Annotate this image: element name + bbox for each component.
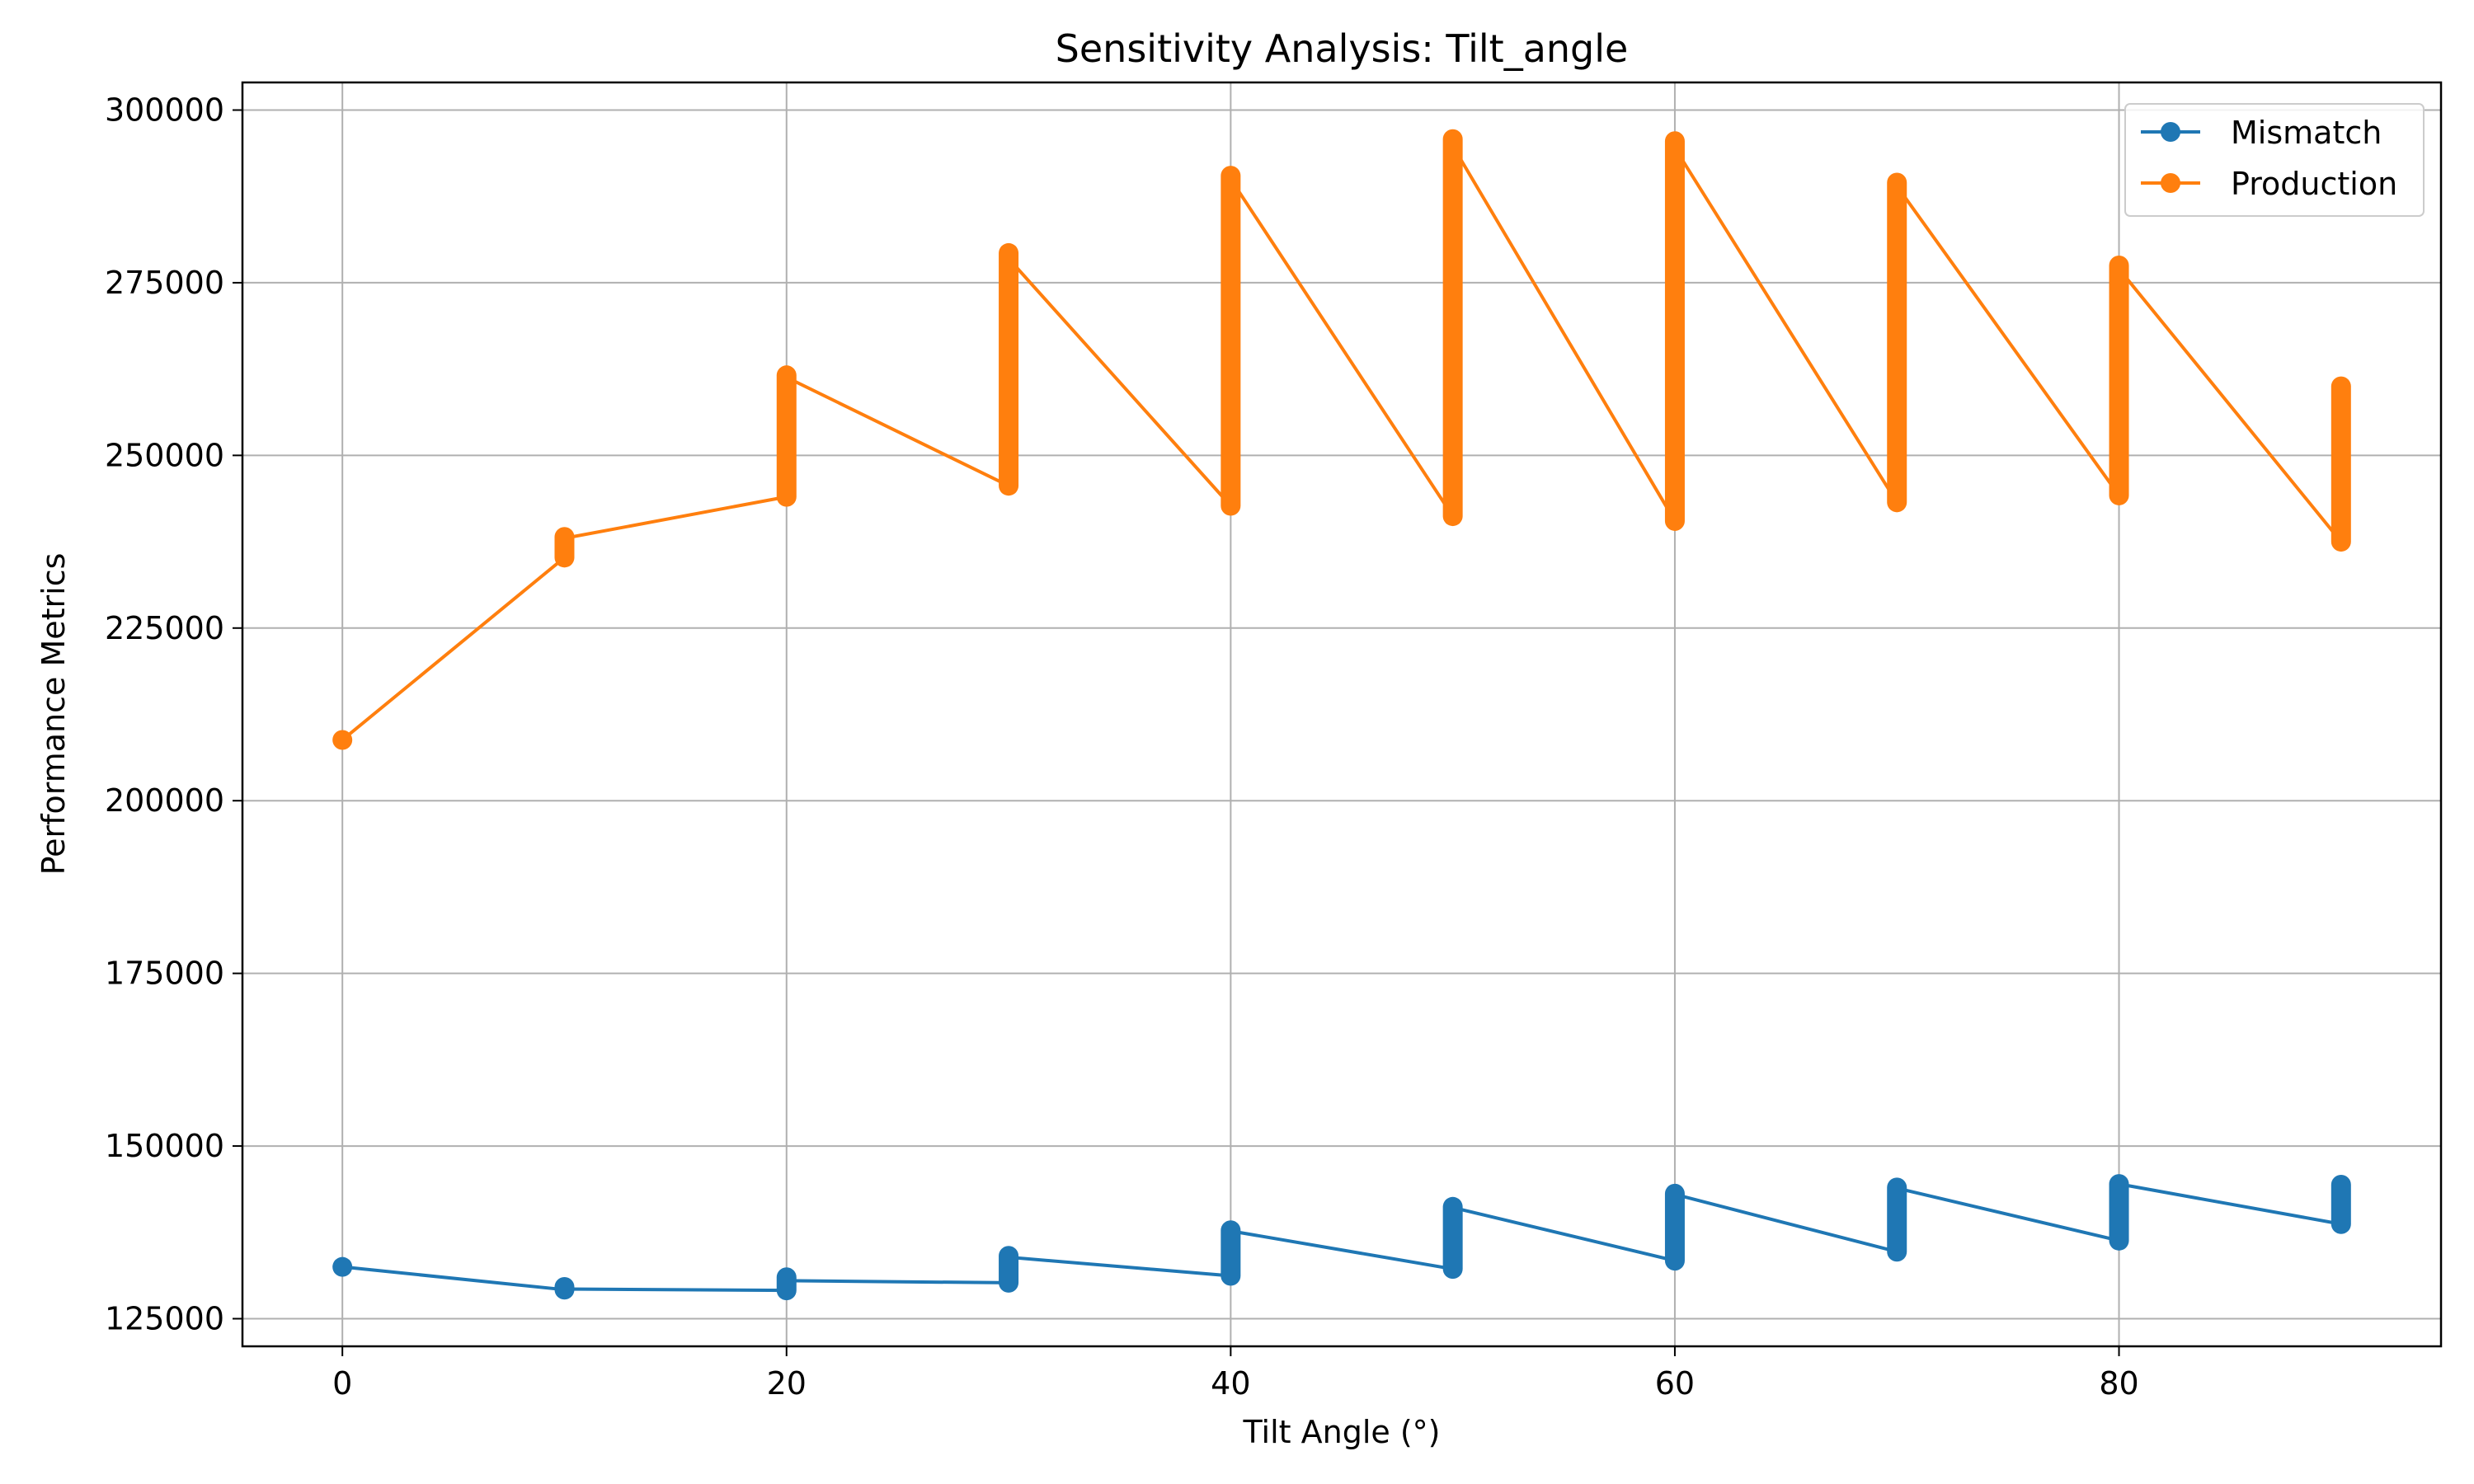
- series-mismatch: [332, 1174, 2351, 1301]
- data-point-mismatch: [2331, 1174, 2351, 1234]
- y-tick-label: 200000: [105, 782, 224, 819]
- data-point-mismatch: [999, 1246, 1019, 1293]
- y-tick-label: 175000: [105, 956, 224, 992]
- data-point-mismatch: [2109, 1174, 2129, 1251]
- data-point-mismatch: [1221, 1220, 1241, 1286]
- legend-label-production: Production: [2231, 166, 2397, 202]
- y-tick-label: 300000: [105, 92, 224, 129]
- data-point-mismatch: [332, 1256, 353, 1277]
- x-tick-label: 60: [1655, 1365, 1695, 1402]
- legend-label-mismatch: Mismatch: [2231, 115, 2382, 151]
- legend: Mismatch Production: [2124, 103, 2425, 217]
- data-point-production: [2331, 376, 2351, 552]
- plot-area-frame: [241, 81, 2443, 1348]
- y-tick-label: 225000: [105, 610, 224, 646]
- x-tick-label: 80: [2099, 1365, 2138, 1402]
- series-production: [332, 129, 2351, 750]
- x-tick-label: 20: [767, 1365, 807, 1402]
- data-point-production: [1221, 166, 1241, 516]
- x-axis-label: Tilt Angle (°): [1242, 1414, 1440, 1450]
- y-tick-label: 125000: [105, 1300, 224, 1336]
- data-point-mismatch: [1887, 1177, 1907, 1262]
- data-point-production: [1664, 131, 1685, 531]
- legend-marker-production: [2161, 173, 2180, 193]
- x-tick-label: 40: [1211, 1365, 1250, 1402]
- data-point-mismatch: [554, 1276, 575, 1300]
- data-point-production: [1442, 129, 1463, 527]
- data-point-production: [554, 527, 575, 568]
- legend-entry-production: Production: [2141, 166, 2397, 202]
- data-point-production: [776, 365, 797, 507]
- legend-entry-mismatch: Mismatch: [2141, 115, 2382, 151]
- data-layer: [332, 129, 2351, 1301]
- data-point-production: [1887, 172, 1907, 513]
- data-point-mismatch: [1442, 1196, 1463, 1280]
- data-point-mismatch: [776, 1267, 797, 1301]
- x-tick-label: 0: [332, 1365, 352, 1402]
- legend-marker-mismatch: [2161, 122, 2180, 142]
- chart-title: Sensitivity Analysis: Tilt_angle: [1056, 26, 1629, 71]
- y-tick-label: 250000: [105, 437, 224, 473]
- series-line-mismatch: [341, 1182, 2342, 1293]
- y-tick-label: 275000: [105, 265, 224, 301]
- data-point-production: [2109, 255, 2129, 505]
- data-point-mismatch: [1664, 1183, 1685, 1271]
- y-axis-label: Performance Metrics: [35, 553, 72, 876]
- tick-layer: 0 20 40 60 80 125000 150000 175000 200000 225000 2…: [105, 92, 2139, 1402]
- y-tick-label: 150000: [105, 1128, 224, 1164]
- data-point-production: [332, 730, 353, 750]
- data-point-production: [999, 242, 1019, 496]
